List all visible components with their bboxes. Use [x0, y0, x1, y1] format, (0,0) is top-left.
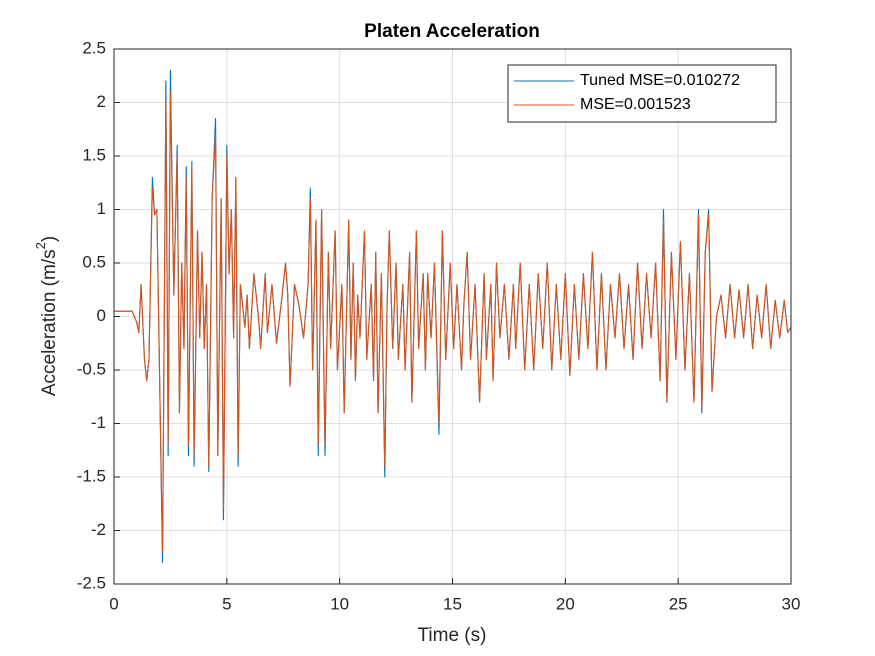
y-axis-label-text: Acceleration (m/s — [39, 249, 60, 396]
y-tick-label: 2 — [97, 92, 106, 111]
x-axis-label: Time (s) — [418, 625, 487, 646]
x-tick-label: 10 — [330, 594, 349, 613]
y-tick-label: 2.5 — [82, 38, 106, 57]
y-tick-label: -2.5 — [77, 573, 106, 592]
y-tick-label: 0 — [97, 306, 106, 325]
y-tick-label: 0.5 — [82, 252, 106, 271]
y-tick-label: -1.5 — [77, 466, 106, 485]
y-tick-label: -0.5 — [77, 359, 106, 378]
data-line — [114, 91, 792, 553]
y-tick-label: 1.5 — [82, 145, 106, 164]
legend-box — [507, 64, 777, 123]
x-tick-label: 30 — [782, 594, 801, 613]
x-tick-label: 20 — [556, 594, 575, 613]
x-tick-label: 5 — [222, 594, 231, 613]
y-tick-label: 1 — [97, 199, 106, 218]
legend-label: Tuned MSE=0.010272 — [580, 72, 740, 89]
y-axis-label-superscript: 2 — [33, 242, 48, 249]
chart-title: Platen Acceleration — [364, 21, 540, 42]
y-tick-label: -2 — [91, 520, 106, 539]
y-axis-label: Acceleration (m/s2) — [33, 236, 60, 396]
legend-label: MSE=0.001523 — [580, 96, 691, 113]
y-axis-label-end: ) — [39, 236, 60, 242]
x-tick-label: 0 — [109, 594, 118, 613]
y-tick-label: -1 — [91, 413, 106, 432]
axes-box — [113, 48, 792, 585]
x-tick-label: 25 — [669, 594, 688, 613]
x-tick-label: 15 — [443, 594, 462, 613]
